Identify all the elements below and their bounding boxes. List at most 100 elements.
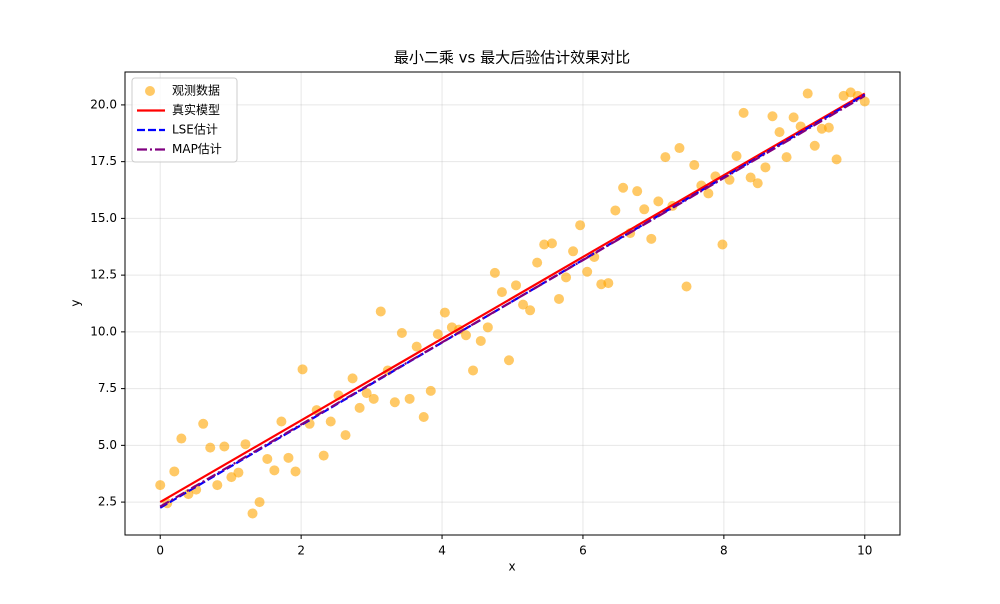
point [340, 430, 351, 441]
legend-label: MAP估计 [172, 142, 222, 156]
point [461, 330, 471, 341]
point [539, 239, 550, 250]
point [212, 480, 223, 491]
point [561, 272, 572, 283]
y-tick-label: 15.0 [90, 211, 117, 225]
point [823, 122, 834, 133]
x-tick-label: 8 [720, 544, 728, 558]
point [425, 385, 436, 396]
point [788, 112, 799, 123]
chart-title: 最小二乘 vs 最大后验估计效果对比 [394, 49, 630, 67]
point [546, 238, 557, 249]
point [496, 287, 507, 298]
point [247, 508, 258, 519]
point [389, 397, 400, 408]
point [639, 204, 650, 215]
point [475, 335, 486, 346]
point [489, 267, 500, 278]
point [646, 233, 657, 244]
point [468, 365, 479, 376]
point [575, 220, 586, 231]
point [176, 433, 187, 444]
point [681, 281, 692, 292]
point [767, 111, 778, 122]
y-tick-label: 10.0 [90, 324, 117, 338]
point [781, 152, 792, 163]
point [276, 416, 287, 427]
point [752, 178, 763, 189]
point [240, 439, 251, 450]
x-axis-label: x [508, 560, 515, 574]
point [439, 307, 450, 318]
point [738, 107, 749, 118]
point [233, 467, 244, 478]
point [262, 453, 273, 464]
point [432, 329, 443, 340]
x-tick-label: 2 [297, 544, 305, 558]
x-tick-label: 4 [438, 544, 446, 558]
legend-marker [145, 86, 155, 96]
point [618, 182, 629, 193]
point [155, 480, 166, 491]
point [318, 450, 329, 461]
point [205, 442, 216, 453]
point [809, 140, 820, 151]
point [183, 489, 194, 500]
point [518, 299, 529, 310]
x-tick-label: 10 [857, 544, 872, 558]
x-tick-label: 0 [156, 544, 164, 558]
point [297, 364, 308, 375]
point [404, 393, 415, 404]
y-tick-label: 5.0 [98, 438, 117, 452]
point [802, 88, 813, 99]
legend-label: LSE估计 [172, 123, 218, 137]
plot-frame [124, 71, 901, 536]
point [831, 154, 842, 165]
point [361, 388, 372, 399]
point [632, 186, 643, 197]
y-tick-label: 12.5 [90, 268, 117, 282]
point [368, 393, 379, 404]
legend-label: 真实模型 [172, 102, 220, 117]
point [283, 452, 294, 463]
y-axis-label: y [69, 299, 83, 306]
y-tick-label: 7.5 [98, 381, 117, 395]
point [774, 127, 785, 138]
point [554, 293, 564, 304]
point [269, 465, 280, 476]
point [511, 280, 522, 291]
point [354, 402, 365, 413]
point [603, 278, 614, 289]
point [254, 497, 265, 508]
point [169, 466, 180, 477]
point [674, 143, 685, 154]
point [198, 418, 209, 429]
point [610, 205, 621, 216]
line [159, 92, 866, 504]
point [290, 466, 301, 477]
point [703, 188, 714, 199]
y-tick-label: 2.5 [98, 495, 117, 509]
point [689, 160, 700, 171]
point [375, 306, 386, 317]
point [568, 246, 579, 257]
point [582, 266, 593, 277]
point [304, 418, 315, 429]
point [503, 355, 514, 366]
point [482, 322, 493, 333]
x-tick-label: 6 [579, 544, 587, 558]
point [525, 305, 536, 316]
point [219, 441, 230, 452]
y-tick-label: 20.0 [90, 97, 117, 111]
point [532, 257, 543, 268]
point [745, 172, 756, 183]
point [717, 239, 728, 250]
point [325, 416, 336, 427]
point [396, 328, 407, 339]
point [760, 162, 771, 173]
point [859, 96, 870, 107]
legend-label: 观测数据 [172, 83, 220, 98]
point [731, 150, 742, 161]
point [411, 341, 422, 352]
